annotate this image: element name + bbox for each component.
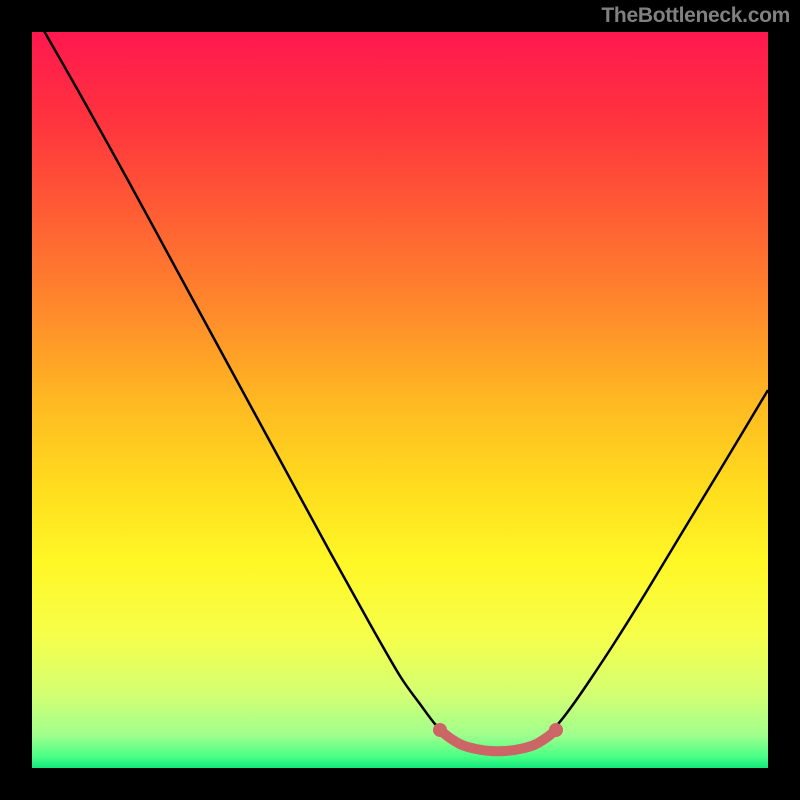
chart-canvas: TheBottleneck.com	[0, 0, 800, 800]
bottleneck-curve	[32, 10, 768, 750]
plot-frame	[16, 16, 784, 784]
watermark-text: TheBottleneck.com	[601, 4, 790, 28]
highlight-start-dot	[433, 723, 447, 737]
highlight-end-dot	[549, 723, 563, 737]
optimal-range-highlight	[440, 730, 556, 751]
chart-overlay	[0, 0, 800, 800]
